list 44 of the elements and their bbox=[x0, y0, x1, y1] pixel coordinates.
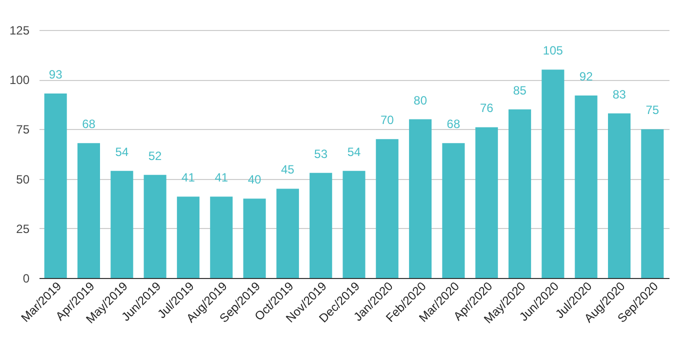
bar bbox=[475, 127, 498, 278]
bar bbox=[310, 172, 332, 278]
bar bbox=[243, 198, 266, 278]
bar bbox=[376, 139, 398, 278]
data-label: 41 bbox=[214, 170, 228, 185]
y-tick-label: 0 bbox=[22, 272, 30, 286]
y-tick-label: 75 bbox=[16, 122, 30, 137]
data-label: 54 bbox=[347, 144, 361, 159]
data-label: 105 bbox=[542, 44, 564, 58]
data-label: 93 bbox=[48, 67, 63, 82]
data-label: 41 bbox=[182, 170, 196, 185]
y-tick-label: 50 bbox=[16, 172, 30, 186]
data-label: 68 bbox=[82, 117, 96, 132]
bar bbox=[508, 109, 532, 278]
bar bbox=[542, 70, 564, 278]
y-tick-label: 25 bbox=[16, 222, 30, 236]
data-label: 92 bbox=[579, 69, 594, 84]
bar bbox=[342, 170, 366, 278]
bar bbox=[210, 196, 233, 278]
bar bbox=[608, 113, 631, 278]
data-label: 76 bbox=[480, 101, 494, 116]
data-label: 70 bbox=[380, 113, 394, 128]
data-label: 68 bbox=[446, 117, 460, 132]
bar bbox=[574, 95, 598, 278]
bar bbox=[176, 196, 200, 278]
bar bbox=[44, 93, 67, 278]
data-label: 54 bbox=[115, 144, 129, 159]
bar bbox=[641, 129, 664, 278]
y-tick-label: 125 bbox=[9, 24, 30, 38]
bar bbox=[144, 174, 166, 278]
y-tick-label: 100 bbox=[9, 73, 30, 88]
data-label: 40 bbox=[248, 172, 262, 187]
data-label: 75 bbox=[646, 103, 660, 118]
bar bbox=[409, 119, 432, 278]
bar bbox=[110, 170, 134, 278]
bar bbox=[276, 188, 299, 278]
data-label: 85 bbox=[513, 83, 527, 98]
bar bbox=[77, 143, 100, 278]
data-label: 80 bbox=[414, 93, 428, 108]
bar bbox=[442, 143, 465, 278]
data-label: 53 bbox=[314, 146, 328, 161]
data-label: 45 bbox=[281, 162, 295, 177]
data-label: 52 bbox=[148, 148, 162, 163]
data-label: 83 bbox=[612, 87, 626, 102]
